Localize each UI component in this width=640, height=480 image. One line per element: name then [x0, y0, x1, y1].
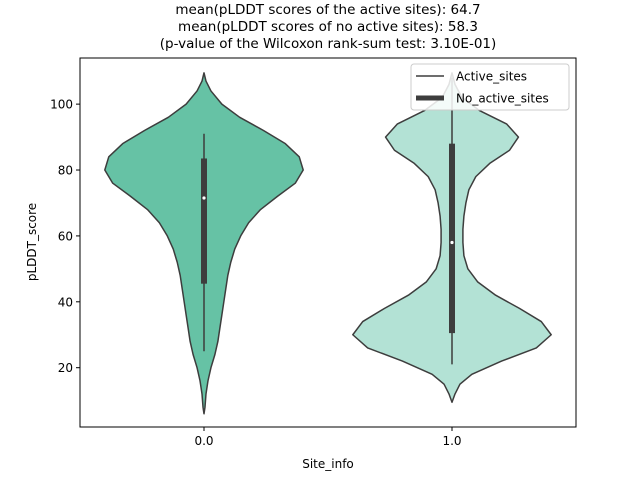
- chart-title: mean(pLDDT scores of the active sites): …: [160, 2, 497, 52]
- y-tick-label: 100: [50, 98, 73, 112]
- y-axis-label: pLDDT_score: [25, 203, 39, 281]
- legend-label-no-active-sites: No_active_sites: [456, 92, 549, 106]
- title-line-1: mean(pLDDT scores of the active sites): …: [175, 2, 480, 18]
- violin-1.0: [352, 72, 552, 404]
- x-tick-label: 1.0: [442, 434, 461, 448]
- violins-layer: [104, 72, 552, 415]
- x-axis: 0.0 1.0: [194, 427, 462, 448]
- y-tick-label: 40: [58, 295, 73, 309]
- x-axis-label: Site_info: [302, 457, 354, 471]
- y-axis: 20 40 60 80 100: [50, 98, 80, 375]
- x-tick-label: 0.0: [194, 434, 213, 448]
- y-tick-label: 80: [58, 164, 73, 178]
- violin-0.0: [104, 72, 304, 415]
- legend-label-active-sites: Active_sites: [456, 70, 527, 84]
- iqr-box-0.0: [201, 158, 207, 284]
- legend: Active_sites No_active_sites: [410, 63, 570, 111]
- title-line-3: (p-value of the Wilcoxon rank-sum test: …: [160, 36, 497, 52]
- y-tick-label: 60: [58, 229, 73, 243]
- iqr-box-1.0: [449, 143, 455, 334]
- y-tick-label: 20: [58, 361, 73, 375]
- median-dot-1.0: [450, 240, 454, 245]
- legend-frame: [410, 63, 570, 111]
- median-dot-0.0: [202, 196, 206, 200]
- plot-area-frame: [79, 57, 577, 428]
- title-line-2: mean(pLDDT scores of no active sites): 5…: [178, 19, 478, 35]
